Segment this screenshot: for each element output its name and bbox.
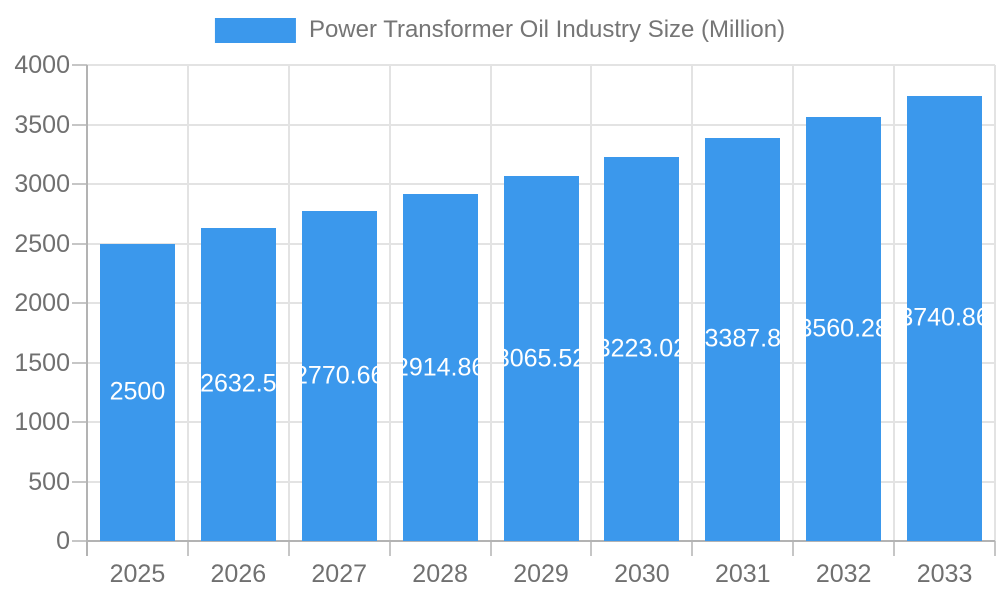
- x-gridline: [287, 65, 290, 541]
- x-axis-tick-label: 2029: [513, 560, 569, 588]
- bar-value-label: 3740.86: [907, 303, 982, 332]
- bar-2030[interactable]: 3223.02: [604, 157, 680, 541]
- legend-color-swatch: [214, 17, 296, 43]
- y-axis-tick-label: 3500: [14, 110, 70, 139]
- y-axis-tick-mark: [72, 64, 87, 66]
- x-axis-tick-mark: [590, 541, 593, 556]
- x-axis-tick-mark: [792, 541, 795, 556]
- bar-value-label: 2632.5: [200, 369, 276, 398]
- x-axis-tick-label: 2026: [210, 560, 267, 588]
- x-axis-tick-mark: [287, 541, 290, 556]
- x-gridline: [388, 65, 391, 541]
- y-axis-tick-mark: [72, 421, 87, 423]
- x-axis-tick-mark: [994, 541, 996, 556]
- bar-value-label: 2770.66: [302, 361, 377, 390]
- x-axis-tick-label: 2027: [311, 560, 368, 588]
- bar-2031[interactable]: 3387.8: [705, 137, 781, 541]
- bar-2033[interactable]: 3740.86: [907, 95, 983, 541]
- y-axis-tick-mark: [72, 480, 87, 483]
- x-axis-tick-label: 2030: [614, 560, 670, 588]
- x-gridline: [691, 65, 694, 541]
- y-gridline: [87, 64, 995, 66]
- bar-value-label: 3223.02: [604, 334, 679, 363]
- y-axis-tick-label: 3000: [14, 170, 70, 198]
- y-axis-tick-label: 500: [28, 467, 70, 496]
- y-axis-tick-label: 4000: [14, 51, 70, 79]
- x-axis-tick-label: 2028: [412, 560, 468, 588]
- y-axis-tick-mark: [72, 302, 87, 304]
- x-axis-tick-label: 2031: [714, 560, 771, 588]
- bar-2025[interactable]: 2500: [99, 243, 175, 541]
- x-axis-tick-label: 2032: [815, 560, 872, 588]
- y-gridline: [87, 123, 995, 126]
- bar-value-label: 3387.8: [705, 324, 781, 353]
- x-gridline: [489, 65, 492, 541]
- bar-value-label: 2500: [109, 377, 166, 406]
- y-axis-tick-mark: [72, 540, 87, 542]
- bar-2032[interactable]: 3560.28: [806, 117, 882, 541]
- y-axis-tick-label: 1500: [14, 348, 70, 377]
- y-axis-tick-label: 1000: [14, 408, 70, 436]
- x-gridline: [893, 65, 896, 541]
- y-axis-tick-mark: [72, 183, 87, 185]
- y-axis-tick-label: 0: [56, 527, 70, 555]
- x-gridline: [590, 65, 593, 541]
- x-gridline: [994, 65, 996, 541]
- bar-value-label: 3065.52: [504, 344, 579, 373]
- x-axis-tick-mark: [489, 541, 492, 556]
- y-axis-tick-label: 2500: [14, 229, 70, 258]
- legend-item[interactable]: Power Transformer Oil Industry Size (Mil…: [214, 16, 786, 44]
- x-axis-tick-mark: [186, 541, 189, 556]
- y-axis-line: [86, 65, 88, 556]
- y-axis-tick-mark: [72, 242, 87, 245]
- y-axis-tick-label: 2000: [14, 289, 70, 317]
- x-axis-tick-mark: [691, 541, 694, 556]
- bar-2029[interactable]: 3065.52: [503, 176, 579, 541]
- bar-value-label: 2914.86: [403, 353, 478, 382]
- y-axis-tick-mark: [72, 123, 87, 126]
- y-axis-tick-mark: [72, 361, 87, 364]
- x-axis-tick-label: 2025: [109, 560, 166, 588]
- x-axis-tick-label: 2033: [916, 560, 973, 588]
- x-gridline: [792, 65, 795, 541]
- bar-2026[interactable]: 2632.5: [200, 227, 276, 541]
- x-axis-tick-mark: [388, 541, 391, 556]
- bar-value-label: 3560.28: [806, 314, 881, 343]
- x-axis-line: [87, 540, 995, 542]
- bar-2028[interactable]: 2914.86: [402, 194, 478, 541]
- bar-2027[interactable]: 2770.66: [301, 211, 377, 541]
- x-gridline: [186, 65, 189, 541]
- legend-label: Power Transformer Oil Industry Size (Mil…: [308, 16, 786, 43]
- x-axis-tick-mark: [893, 541, 896, 556]
